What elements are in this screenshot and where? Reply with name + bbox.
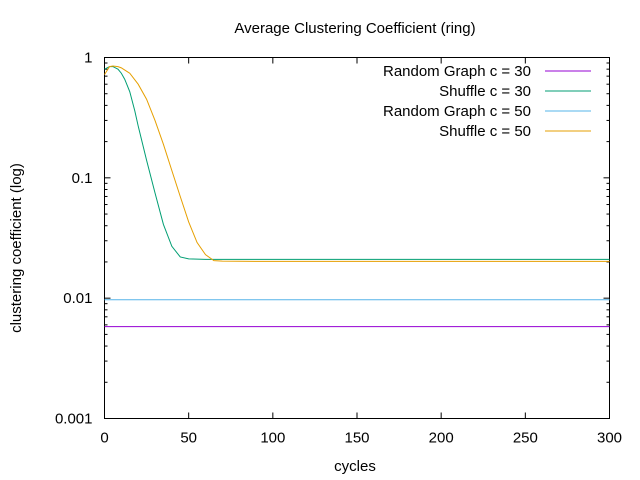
legend-label-2: Shuffle c = 30 (439, 83, 531, 100)
series-line-4 (104, 65, 610, 262)
x-tick-label: 250 (513, 430, 538, 447)
y-tick-label: 1 (84, 50, 92, 67)
series-line-2 (104, 66, 610, 260)
legend: Random Graph c = 30 Shuffle c = 30 Random … (383, 63, 591, 140)
y-tick-label: 0.001 (55, 411, 93, 428)
x-tick-label: 300 (597, 430, 622, 447)
series-lines (104, 65, 610, 328)
x-tick-label: 50 (180, 430, 197, 447)
x-tick-label: 100 (260, 430, 285, 447)
x-tick-label: 200 (429, 430, 454, 447)
x-tick-labels: 0 50 100 150 200 250 300 (100, 430, 622, 447)
x-axis-label: cycles (334, 458, 376, 475)
y-tick-labels: 0.001 0.01 0.1 1 (55, 50, 93, 428)
y-tick-label: 0.1 (72, 170, 93, 187)
legend-label-4: Shuffle c = 50 (439, 123, 531, 140)
y-axis-label: clustering coefficient (log) (8, 163, 25, 333)
y-tick-label: 0.01 (63, 290, 92, 307)
x-tick-label: 150 (344, 430, 369, 447)
plot-frame (104, 57, 610, 419)
chart-title: Average Clustering Coefficient (ring) (234, 20, 475, 37)
axis-ticks (104, 57, 610, 419)
x-tick-label: 0 (100, 430, 108, 447)
legend-label-3: Random Graph c = 50 (383, 103, 531, 120)
legend-label-1: Random Graph c = 30 (383, 63, 531, 80)
